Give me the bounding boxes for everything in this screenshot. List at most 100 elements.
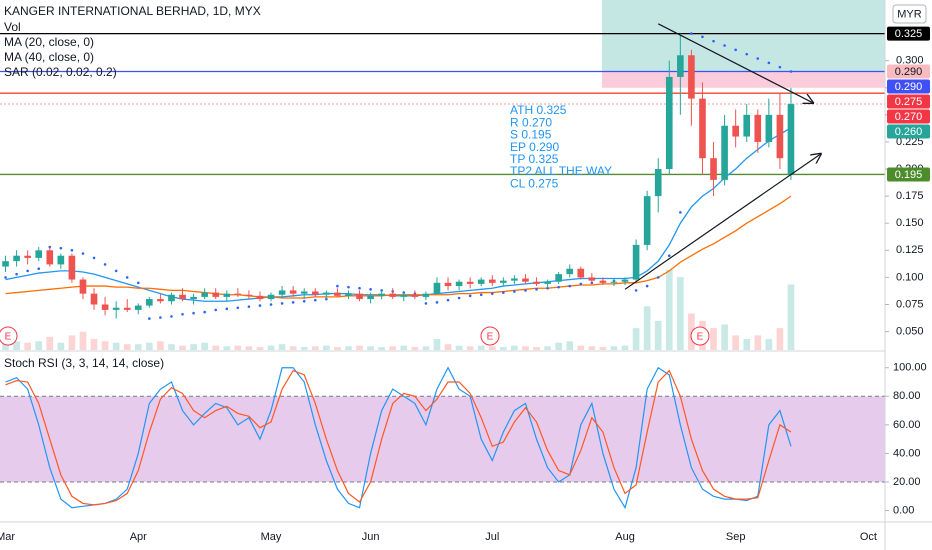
candle-body <box>577 268 585 278</box>
candle-body <box>300 291 308 294</box>
sar-dot <box>225 307 229 311</box>
candle-body <box>643 196 651 245</box>
volume-bar <box>677 277 684 350</box>
volume-bar <box>455 345 463 350</box>
annotation-text: TP2 ALL THE WAY <box>510 164 612 178</box>
candle-body <box>610 281 618 283</box>
sar-dot <box>192 311 195 315</box>
candle-body <box>488 279 496 283</box>
sar-dot <box>712 39 715 43</box>
candle-body <box>621 279 629 282</box>
sar-dot <box>236 306 240 310</box>
volume-bar <box>776 328 784 350</box>
volume-bar <box>300 347 308 350</box>
price-tag-label: 0.195 <box>895 169 923 181</box>
volume-bar <box>256 347 264 350</box>
y-tick-label: 0.100 <box>896 271 924 283</box>
x-tick-label: Apr <box>130 531 147 543</box>
volume-bar <box>754 335 762 350</box>
volume-bar <box>422 346 430 350</box>
currency-button <box>892 4 927 24</box>
volume-bar <box>68 335 76 350</box>
sar-dot <box>446 298 450 302</box>
sar-dot <box>4 276 7 279</box>
volume-bar <box>500 347 507 350</box>
volume-bar <box>190 344 197 350</box>
sar-dot <box>756 57 760 60</box>
volume-bar <box>444 344 452 350</box>
sar-dot <box>435 301 439 304</box>
candle-body <box>146 299 153 306</box>
candle-body <box>2 261 9 267</box>
sar-dot <box>479 293 483 297</box>
sar-dot <box>789 70 793 73</box>
volume-bar <box>334 347 341 350</box>
sar-dot <box>203 310 206 314</box>
x-tick-label: Jun <box>362 531 380 543</box>
legend-entry: MA (40, close, 0) <box>4 50 94 64</box>
volume-bar <box>588 346 596 350</box>
sar-dot <box>103 263 107 266</box>
price-tag <box>887 26 930 41</box>
candle-body <box>754 114 762 142</box>
volume-bar <box>112 342 120 350</box>
candle-body <box>378 293 385 296</box>
earnings-marker <box>690 326 710 346</box>
candle-body <box>311 291 319 295</box>
price-tag <box>887 167 930 182</box>
candle-body <box>444 282 452 287</box>
candle-body <box>289 290 297 294</box>
sar-dot <box>690 32 693 35</box>
sar-dot <box>358 286 361 290</box>
sar-dot <box>159 316 162 319</box>
sar-dot <box>291 301 295 304</box>
candle-body <box>256 295 264 300</box>
earnings-label: E <box>697 332 704 343</box>
candle-body <box>278 290 286 295</box>
sar-dot <box>656 276 660 279</box>
y-tick-label: 0.075 <box>896 298 924 310</box>
volume-bar <box>599 347 607 350</box>
earnings-label: E <box>487 332 494 343</box>
volume-bar <box>632 328 640 350</box>
candle-body <box>411 294 419 297</box>
sar-dot <box>269 303 273 306</box>
volume-bar <box>643 306 651 350</box>
sar-dot <box>568 284 572 288</box>
sar-dot <box>181 312 184 316</box>
price-tag-label: 0.290 <box>895 81 923 93</box>
candle-body <box>367 295 374 300</box>
sar-dot <box>170 315 173 318</box>
candle-body <box>323 292 330 295</box>
candle-body <box>179 294 186 300</box>
price-tag <box>887 79 930 94</box>
candle-body <box>356 293 363 300</box>
candle-body <box>632 244 640 280</box>
price-tag <box>887 109 930 124</box>
sar-dot <box>634 289 638 292</box>
sar-dot <box>734 48 737 52</box>
sar-dot <box>579 282 583 286</box>
sar-dot <box>524 289 527 292</box>
x-tick-label: Oct <box>860 531 877 543</box>
candle-body <box>46 250 54 265</box>
sar-dot <box>369 288 372 291</box>
volume-bar <box>433 339 441 350</box>
sar-dot <box>424 302 428 305</box>
volume-bar <box>146 342 153 350</box>
ma-line <box>5 195 792 299</box>
sar-dot <box>667 254 671 258</box>
volume-bar <box>577 345 585 350</box>
sar-dot <box>645 284 649 288</box>
volume-bar <box>621 345 629 350</box>
sar-dot <box>214 308 218 312</box>
sar-dot <box>513 290 516 293</box>
currency-label: MYR <box>897 8 922 20</box>
sar-dot <box>502 291 505 294</box>
x-tick-label: Aug <box>615 531 635 543</box>
sar-dot <box>125 276 129 279</box>
price-tag-label: 0.270 <box>895 111 923 123</box>
volume-bar <box>101 341 109 350</box>
sar-dot <box>336 284 339 288</box>
y-tick-label: 0.00 <box>893 504 914 516</box>
